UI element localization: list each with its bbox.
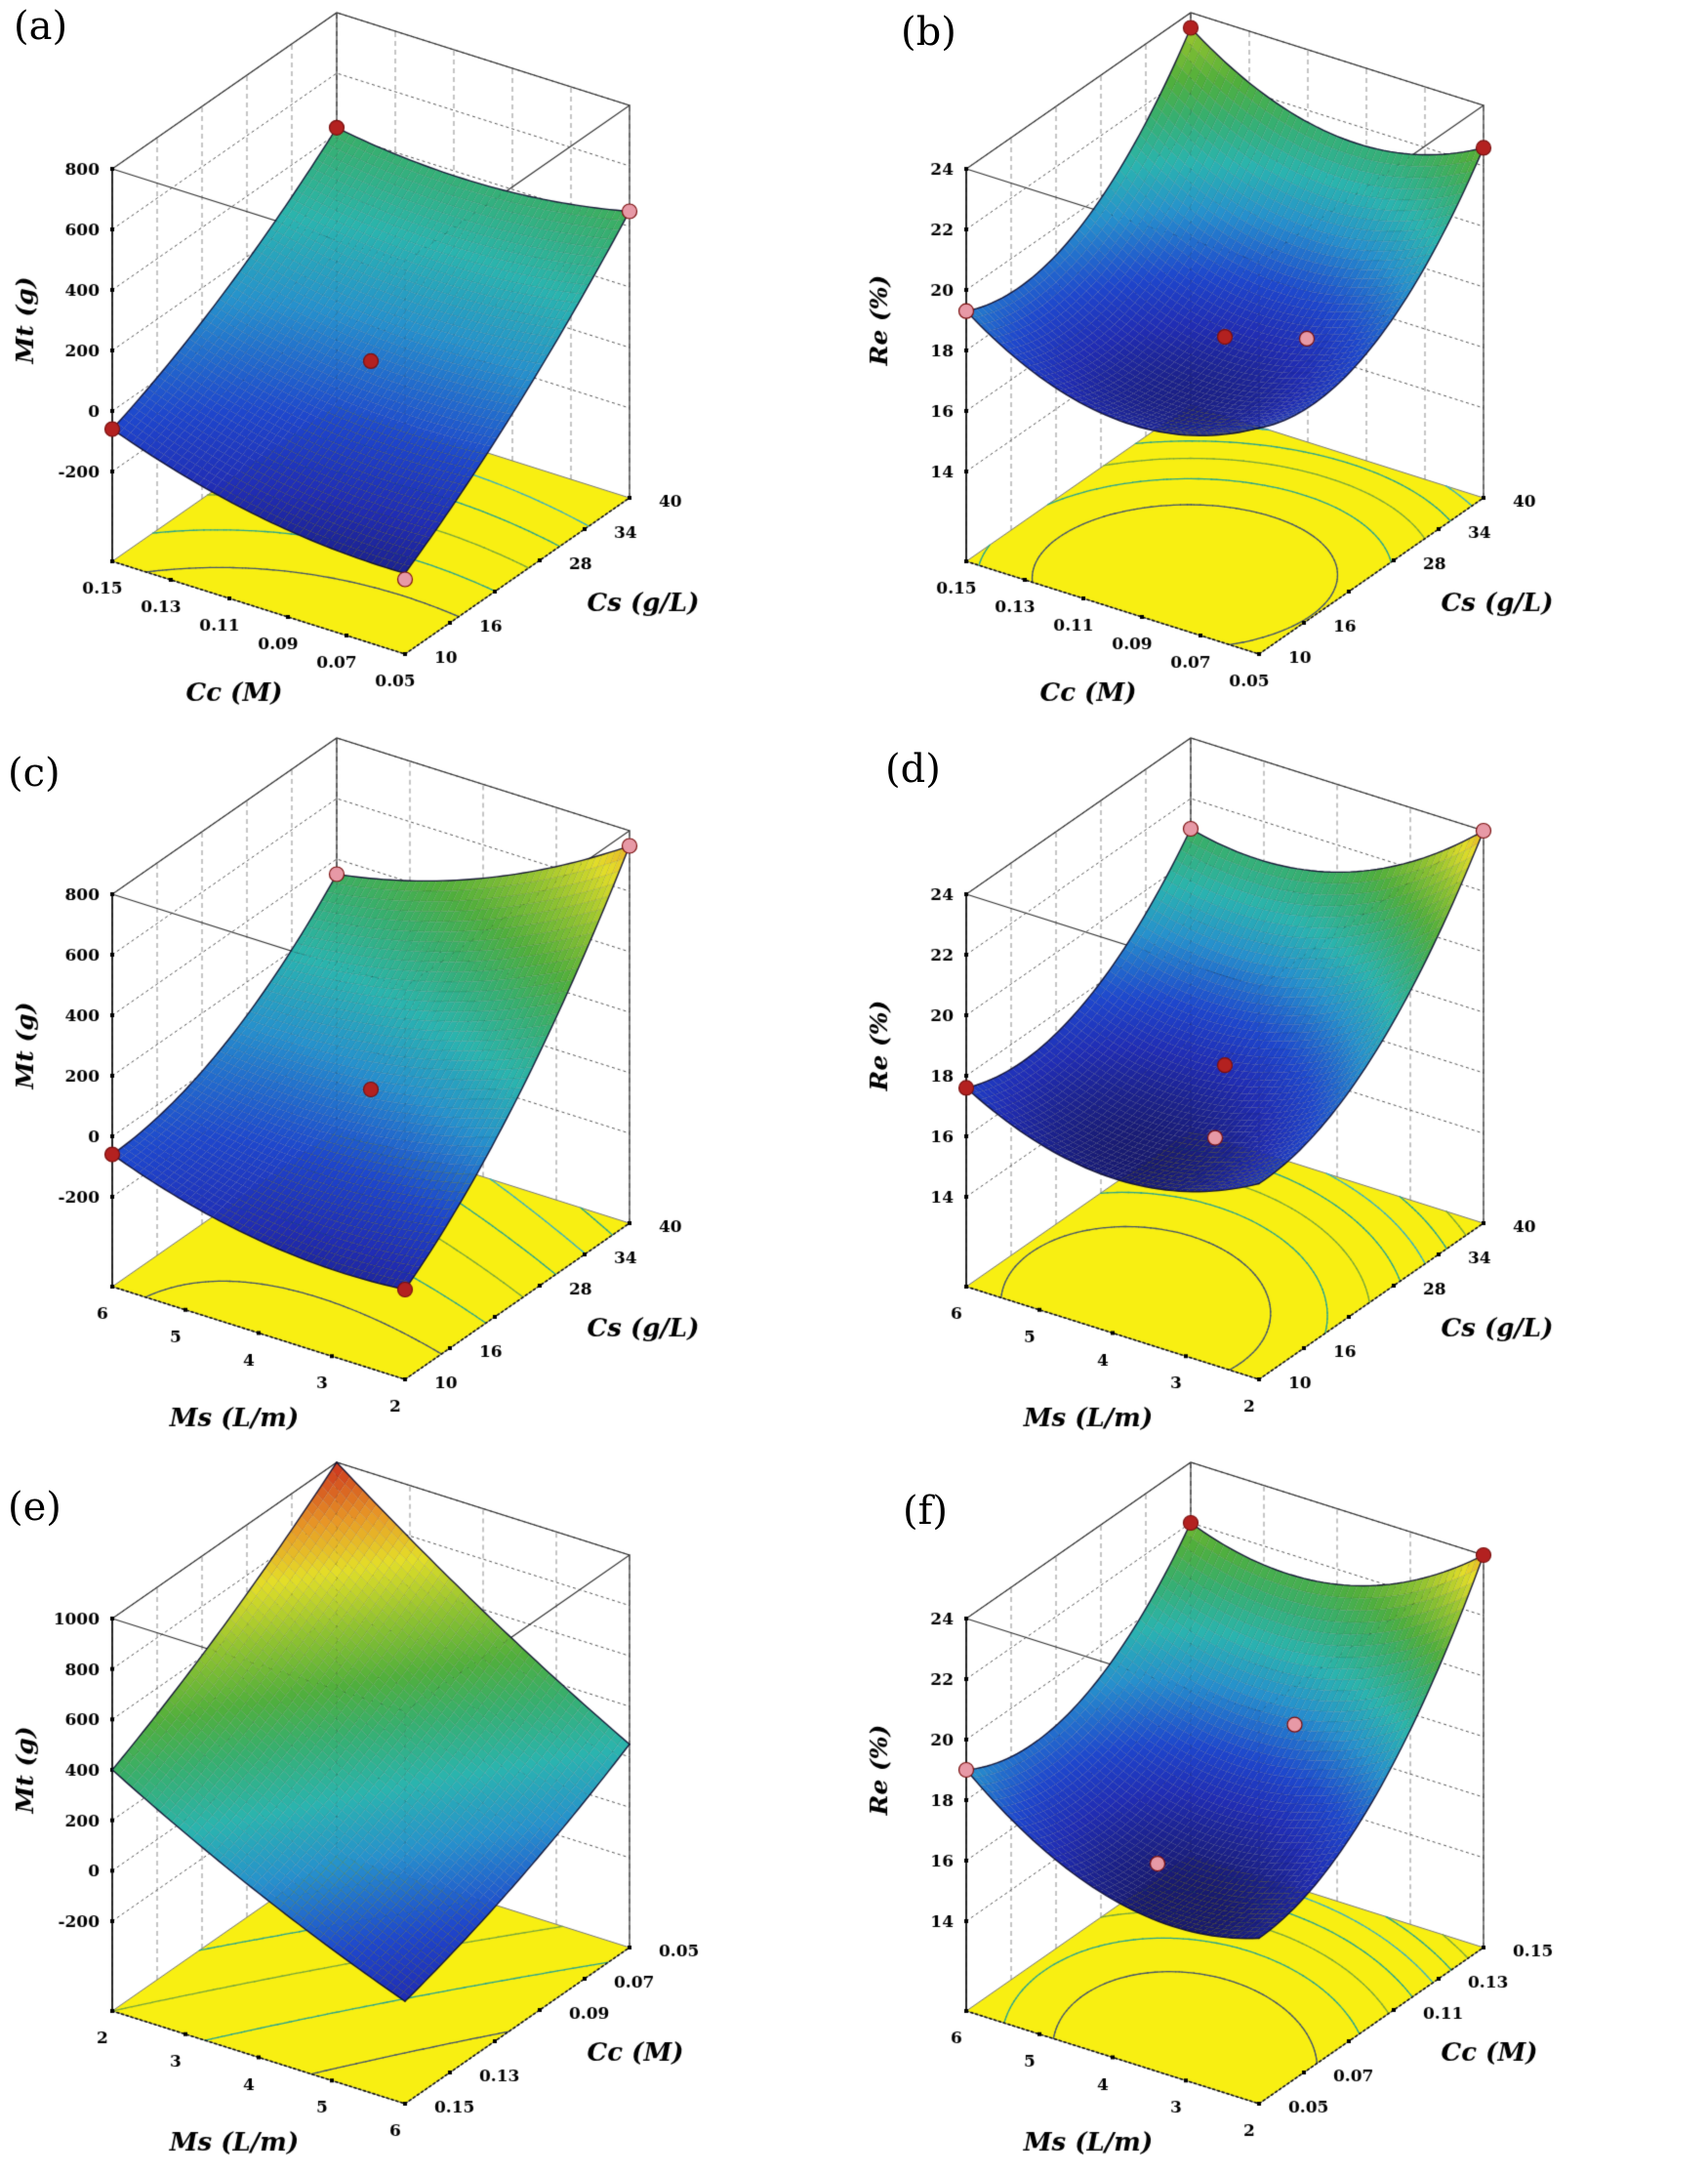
panel-b: (b) — [854, 0, 1708, 724]
panel-label-b: (b) — [901, 10, 956, 55]
panel-label-f: (f) — [903, 1489, 949, 1534]
panel-e: (e) — [0, 1450, 854, 2174]
panel-f: (f) — [854, 1450, 1708, 2174]
panel-d: (d) — [854, 725, 1708, 1450]
panel-label-a: (a) — [14, 4, 68, 49]
panel-c: (c) — [0, 725, 854, 1450]
panel-a: (a) — [0, 0, 854, 724]
panel-label-d: (d) — [885, 747, 941, 792]
surface-plot-a — [0, 0, 854, 724]
surface-plot-d — [854, 725, 1708, 1450]
surface-plot-e — [0, 1450, 854, 2174]
panel-label-c: (c) — [8, 751, 61, 796]
panel-label-e: (e) — [8, 1485, 61, 1530]
surface-plot-b — [854, 0, 1708, 724]
surface-plot-f — [854, 1450, 1708, 2174]
surface-plot-c — [0, 725, 854, 1450]
